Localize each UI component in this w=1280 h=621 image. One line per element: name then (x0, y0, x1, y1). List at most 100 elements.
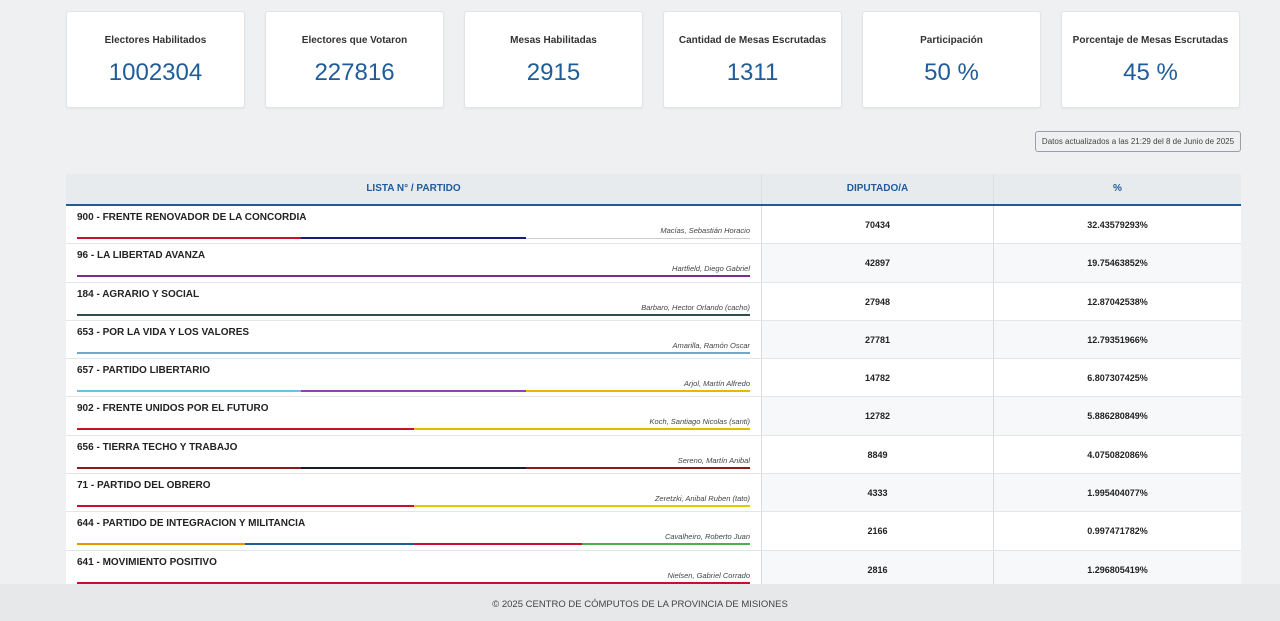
card-value: 227816 (314, 59, 395, 86)
party-cell: 184 - AGRARIO Y SOCIAL Barbaro, Hector Or… (66, 282, 761, 320)
results-table: LISTA N° / PARTIDO DIPUTADO/A % 900 - FR… (66, 174, 1241, 584)
card-label: Electores Habilitados (104, 35, 207, 46)
party-color-segment (525, 237, 750, 239)
candidate-name: Amarilla, Ramón Oscar (672, 340, 750, 350)
candidate-name: Zeretzki, Anibal Ruben (tato) (654, 494, 750, 504)
card-label: Porcentaje de Mesas Escrutadas (1072, 35, 1229, 46)
party-color-segment (301, 237, 526, 239)
party-color-bar (77, 581, 750, 584)
percent-cell: 12.87042538% (993, 282, 1241, 320)
card-mesas-escrutadas: Cantidad de Mesas Escrutadas 1311 (663, 11, 842, 108)
party-cell: 644 - PARTIDO DE INTEGRACION Y MILITANCI… (66, 512, 761, 550)
party-color-segment (77, 237, 302, 239)
party-color-segment (413, 505, 750, 508)
votes-cell: 27781 (761, 320, 993, 359)
party-name: 902 - FRENTE UNIDOS POR EL FUTURO (77, 403, 269, 415)
party-color-bar (77, 351, 750, 354)
percent-cell: 1.296805419% (993, 550, 1241, 584)
votes-cell: 70434 (761, 206, 993, 244)
party-color-segment (525, 466, 750, 469)
candidate-name: Hartfield, Diego Gabriel (672, 264, 750, 274)
candidate-name: Barbaro, Hector Orlando (cacho) (641, 302, 750, 312)
table-header: LISTA N° / PARTIDO DIPUTADO/A % (66, 174, 1241, 206)
percent-cell: 0.997471782% (993, 512, 1241, 550)
summary-cards: Electores Habilitados 1002304 Electores … (66, 11, 1241, 108)
footer-copyright: © 2025 CENTRO DE CÓMPUTOS DE LA PROVINCI… (0, 584, 1280, 621)
party-color-segment (77, 351, 750, 354)
party-color-bar (77, 543, 750, 546)
card-electores-votaron: Electores que Votaron 227816 (265, 11, 444, 108)
party-cell: 641 - MOVIMIENTO POSITIVO Nielsen, Gabrie… (66, 550, 761, 584)
votes-cell: 2816 (761, 550, 993, 584)
party-color-segment (77, 466, 302, 469)
card-label: Electores que Votaron (301, 35, 408, 46)
votes-cell: 42897 (761, 244, 993, 282)
candidate-name: Cavalheiro, Roberto Juan (664, 532, 750, 542)
table-row[interactable]: 902 - FRENTE UNIDOS POR EL FUTURO Koch, S… (66, 397, 1241, 436)
party-name: 656 - TIERRA TECHO Y TRABAJO (77, 441, 238, 453)
percent-cell: 12.79351966% (993, 320, 1241, 359)
table-row[interactable]: 184 - AGRARIO Y SOCIAL Barbaro, Hector Or… (66, 282, 1241, 321)
party-color-segment (77, 505, 414, 508)
percent-cell: 1.995404077% (993, 474, 1241, 512)
party-color-bar (77, 466, 750, 469)
column-header-party: LISTA N° / PARTIDO (366, 183, 461, 194)
party-name: 641 - MOVIMIENTO POSITIVO (77, 556, 217, 568)
party-cell: 902 - FRENTE UNIDOS POR EL FUTURO Koch, S… (66, 397, 761, 435)
table-row[interactable]: 900 - FRENTE RENOVADOR DE LA CONCORDIA Ma… (66, 206, 1241, 245)
candidate-name: Arjol, Martín Alfredo (684, 379, 750, 389)
table-row[interactable]: 657 - PARTIDO LIBERTARIO Arjol, Martín Al… (66, 359, 1241, 398)
party-cell: 657 - PARTIDO LIBERTARIO Arjol, Martín Al… (66, 359, 761, 397)
party-name: 96 - LA LIBERTAD AVANZA (77, 250, 206, 262)
table-row[interactable]: 644 - PARTIDO DE INTEGRACION Y MILITANCI… (66, 512, 1241, 551)
card-mesas-habilitadas: Mesas Habilitadas 2915 (464, 11, 643, 108)
votes-cell: 4333 (761, 474, 993, 512)
candidate-name: Sereno, Martín Anibal (677, 455, 750, 465)
party-color-bar (77, 237, 750, 239)
party-cell: 900 - FRENTE RENOVADOR DE LA CONCORDIA Ma… (66, 206, 761, 244)
table-row[interactable]: 656 - TIERRA TECHO Y TRABAJO Sereno, Mart… (66, 435, 1241, 475)
party-color-segment (245, 543, 414, 546)
table-row[interactable]: 653 - POR LA VIDA Y LOS VALORES Amarilla,… (66, 320, 1241, 360)
percent-cell: 19.75463852% (993, 244, 1241, 282)
party-name: 657 - PARTIDO LIBERTARIO (77, 365, 210, 377)
table-row[interactable]: 641 - MOVIMIENTO POSITIVO Nielsen, Gabrie… (66, 550, 1241, 584)
table-row[interactable]: 96 - LA LIBERTAD AVANZA Hartfield, Diego … (66, 244, 1241, 283)
party-cell: 96 - LA LIBERTAD AVANZA Hartfield, Diego … (66, 244, 761, 282)
votes-cell: 14782 (761, 359, 993, 397)
card-value: 45 % (1123, 59, 1178, 86)
votes-cell: 8849 (761, 435, 993, 474)
votes-cell: 2166 (761, 512, 993, 550)
party-name: 900 - FRENTE RENOVADOR DE LA CONCORDIA (77, 212, 307, 223)
party-name: 644 - PARTIDO DE INTEGRACION Y MILITANCI… (77, 518, 306, 530)
party-name: 71 - PARTIDO DEL OBRERO (77, 480, 211, 492)
votes-cell: 12782 (761, 397, 993, 435)
party-color-segment (581, 543, 750, 546)
card-electores-habilitados: Electores Habilitados 1002304 (66, 11, 245, 108)
party-name: 653 - POR LA VIDA Y LOS VALORES (77, 326, 250, 338)
party-color-bar (77, 505, 750, 508)
table-body: 900 - FRENTE RENOVADOR DE LA CONCORDIA Ma… (66, 206, 1241, 584)
party-color-segment (413, 543, 582, 546)
card-value: 1311 (726, 59, 779, 86)
table-row[interactable]: 71 - PARTIDO DEL OBRERO Zeretzki, Anibal … (66, 474, 1241, 513)
party-color-segment (301, 390, 526, 393)
party-cell: 653 - POR LA VIDA Y LOS VALORES Amarilla,… (66, 320, 761, 359)
party-cell: 656 - TIERRA TECHO Y TRABAJO Sereno, Mart… (66, 435, 761, 474)
party-color-bar (77, 313, 750, 316)
party-color-segment (77, 543, 246, 546)
card-participacion: Participación 50 % (862, 11, 1041, 108)
votes-cell: 27948 (761, 282, 993, 320)
percent-cell: 6.807307425% (993, 359, 1241, 397)
column-header-votes: DIPUTADO/A (761, 174, 993, 204)
party-color-segment (77, 428, 414, 431)
card-label: Mesas Habilitadas (510, 35, 597, 46)
card-label: Cantidad de Mesas Escrutadas (678, 35, 827, 46)
party-color-segment (77, 581, 750, 584)
party-color-bar (77, 275, 750, 278)
column-header-percent: % (993, 174, 1241, 204)
card-value: 2915 (526, 59, 581, 86)
party-color-segment (77, 275, 750, 278)
party-color-segment (413, 428, 750, 431)
percent-cell: 32.43579293% (993, 206, 1241, 244)
